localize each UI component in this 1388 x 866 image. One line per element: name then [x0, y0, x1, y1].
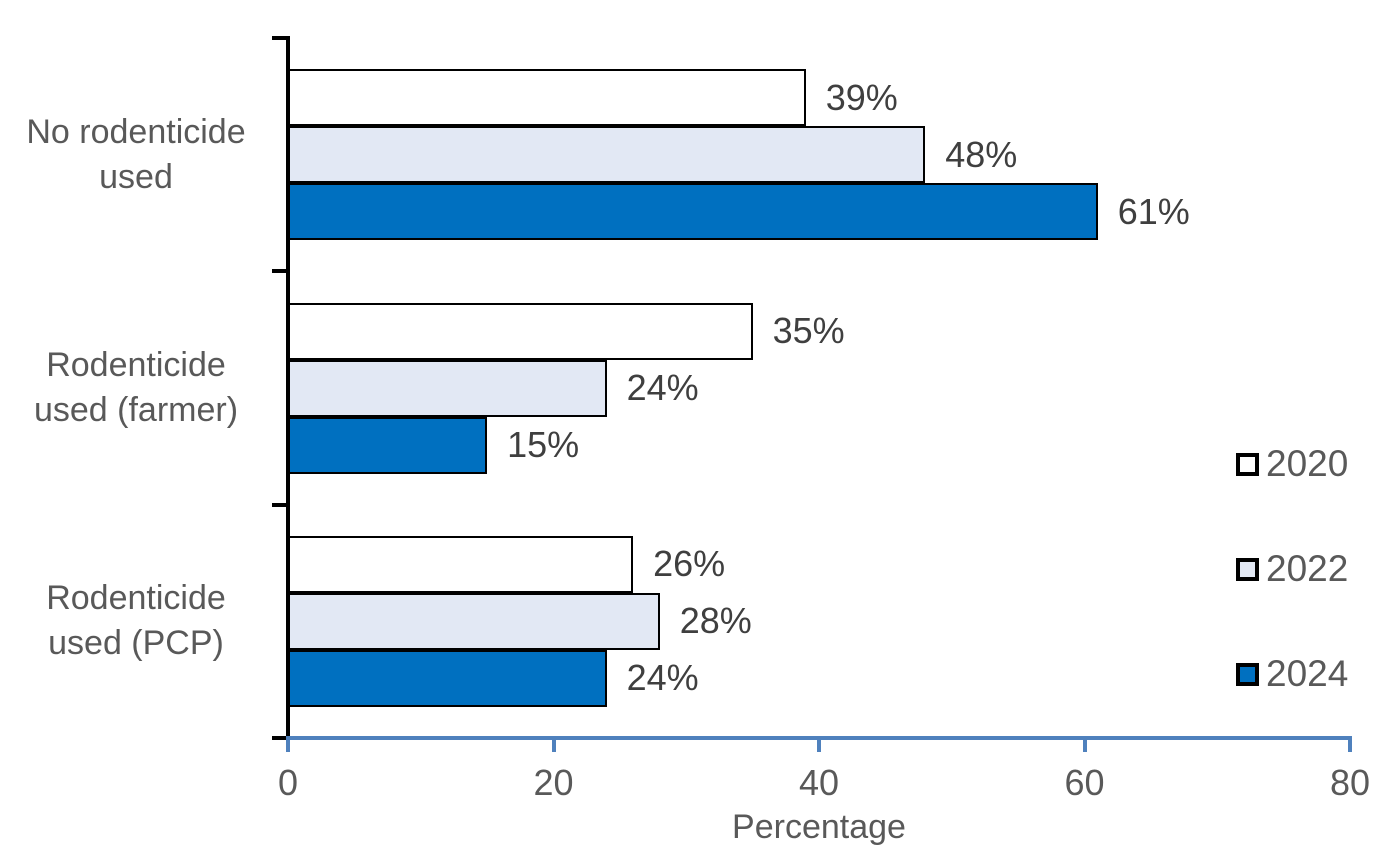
data-label-2020-category-3: 26% [653, 543, 726, 585]
bar-2022-category-3 [288, 592, 660, 650]
category-label-3: Rodenticide used (PCP) [46, 579, 226, 663]
legend-item-2024: 2024 [1236, 653, 1348, 695]
x-axis-tick [817, 740, 821, 752]
legend-swatch-icon-2022 [1236, 557, 1259, 581]
data-label-2024-category-2: 15% [507, 424, 580, 465]
legend-swatch-icon-2024 [1236, 662, 1259, 686]
bar-2020-category-3 [288, 535, 634, 593]
x-axis-tick [1082, 740, 1087, 752]
bar-2020-category-1 [288, 69, 806, 127]
legend-swatch-icon-2020 [1236, 452, 1259, 476]
bar-2020-category-2 [288, 302, 753, 360]
x-axis-tick [551, 740, 556, 752]
x-axis-title: Percentage [732, 808, 906, 846]
category-label-1: No rodenticide used [26, 112, 246, 196]
y-axis-tick [272, 736, 286, 740]
x-axis-tick-label: 40 [798, 762, 840, 803]
legend-item-2022: 2022 [1236, 548, 1348, 590]
x-axis-tick [286, 740, 290, 752]
x-axis-tick-label: 80 [1329, 762, 1371, 803]
y-axis-line [286, 36, 290, 740]
bar-2022-category-2 [288, 359, 607, 417]
x-axis-tick-label: 0 [277, 762, 299, 803]
bar-2022-category-1 [288, 126, 926, 184]
legend-item-2020: 2020 [1236, 443, 1348, 485]
x-axis-tick-label: 20 [533, 762, 574, 803]
y-axis-tick [272, 269, 286, 274]
bar-2024-category-3 [288, 649, 607, 707]
bar-2024-category-1 [288, 183, 1098, 241]
data-label-2024-category-3: 24% [626, 657, 699, 699]
data-label-2020-category-1: 39% [825, 76, 898, 118]
legend-label-2022: 2022 [1266, 548, 1349, 589]
bar-2024-category-2 [288, 416, 488, 474]
y-axis-tick [272, 36, 286, 40]
legend-label-2020: 2020 [1266, 443, 1349, 484]
x-axis-tick [1348, 740, 1352, 752]
x-axis-line [286, 736, 1352, 740]
data-label-2024-category-1: 61% [1117, 190, 1190, 232]
data-label-2022-category-2: 24% [626, 367, 699, 408]
data-label-2022-category-3: 28% [679, 600, 752, 642]
data-label-2022-category-1: 48% [945, 133, 1018, 175]
category-label-2: Rodenticide used (farmer) [33, 346, 239, 429]
x-axis-tick-label: 60 [1064, 762, 1105, 803]
legend-label-2024: 2024 [1266, 653, 1349, 694]
data-label-2020-category-2: 35% [772, 310, 845, 351]
y-axis-tick [272, 502, 286, 507]
